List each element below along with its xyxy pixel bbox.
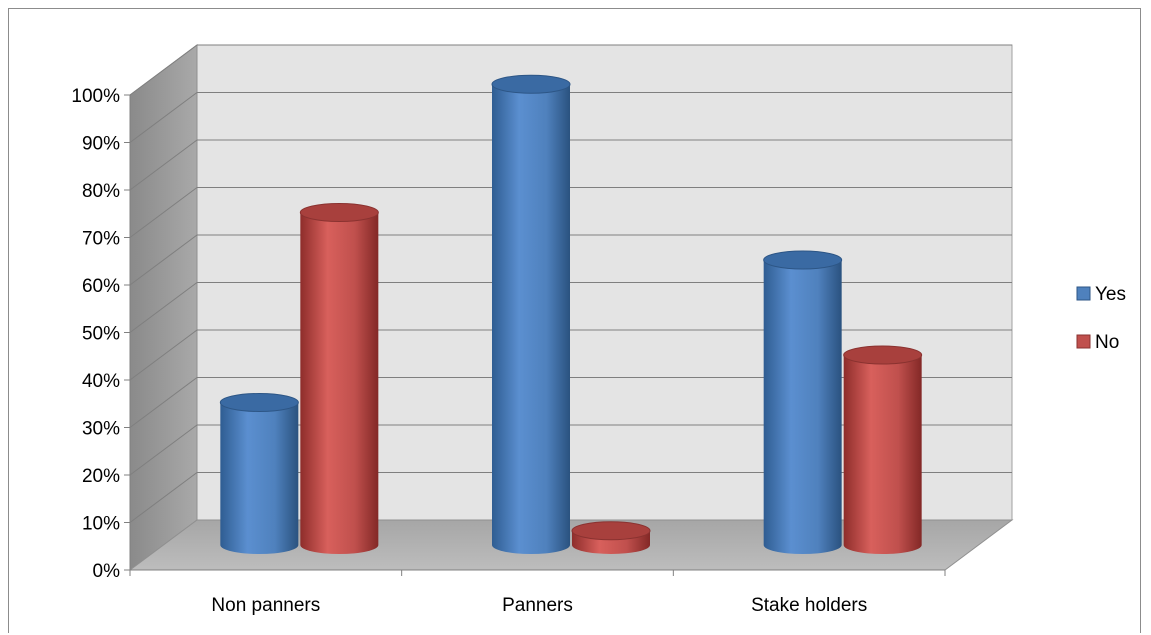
legend-item: No (1076, 332, 1119, 353)
bar (491, 74, 571, 554)
bar-top-cap (219, 393, 299, 412)
y-tick-label: 100% (71, 86, 120, 107)
legend-label: No (1095, 332, 1119, 353)
gridline-side (129, 329, 198, 381)
y-tick-label: 50% (82, 324, 120, 345)
bar-top-cap (491, 74, 571, 94)
bar (763, 250, 843, 554)
x-tick-label: Panners (502, 595, 573, 616)
legend: Yes No (1076, 284, 1126, 353)
y-tick-label: 90% (82, 134, 120, 155)
bar-body (763, 260, 842, 554)
gridline-side (129, 92, 198, 143)
bar (219, 393, 299, 554)
y-tick-label: 10% (82, 514, 120, 535)
bar (571, 521, 651, 554)
bar-top-cap (843, 345, 923, 365)
legend-swatch (1076, 286, 1091, 301)
bar (299, 203, 379, 554)
bar-top-cap (571, 521, 651, 541)
gridline-side (129, 282, 198, 333)
gridline-side (129, 187, 198, 238)
legend-label: Yes (1095, 284, 1126, 305)
y-tick-label: 40% (82, 371, 120, 392)
bar-top-cap (763, 250, 843, 270)
bar-body (843, 355, 922, 554)
y-tick-label: 80% (82, 181, 120, 202)
bar-body (492, 84, 570, 554)
y-tick-label: 60% (82, 276, 120, 297)
legend-item: Yes (1076, 284, 1126, 305)
y-tick-label: 20% (82, 466, 120, 487)
gridline-side (129, 472, 198, 523)
y-tick-label: 30% (82, 419, 120, 440)
bar-body (220, 402, 299, 554)
x-axis-ticks: Non panners Panners Stake holders (129, 570, 946, 616)
gridline-side (129, 234, 198, 286)
x-tick-label: Non panners (211, 595, 320, 616)
bars (219, 74, 923, 554)
y-axis-ticks: 0% 10% 20% 30% 40% 50% 60% 70% 80% 90% 100% (71, 86, 130, 582)
bar (843, 345, 923, 554)
bar-body (300, 212, 379, 554)
legend-swatch (1076, 334, 1091, 349)
gridline-side (129, 377, 198, 428)
gridline-side (129, 139, 198, 191)
gridline-side (129, 424, 198, 476)
y-tick-label: 70% (82, 229, 120, 250)
gridline-side (129, 44, 198, 96)
bar-top-cap (299, 203, 379, 222)
y-tick-label: 0% (93, 561, 121, 582)
x-tick-label: Stake holders (751, 595, 867, 616)
